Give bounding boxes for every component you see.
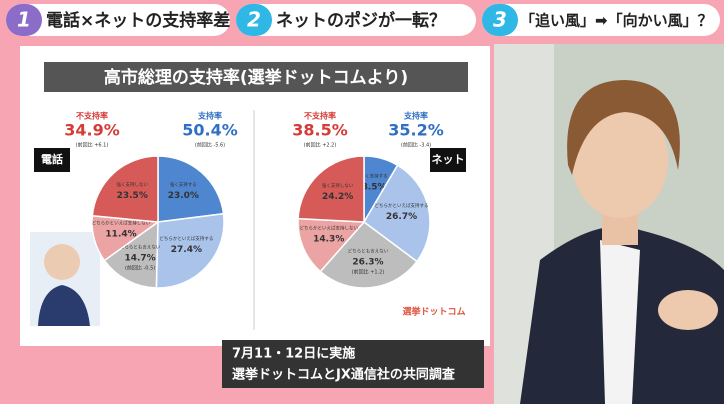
slice-value: 26.7% [386, 212, 417, 222]
pie-slice [297, 217, 366, 273]
slice-value: 26.3% [352, 258, 383, 268]
slice-value: 23.0% [168, 191, 199, 201]
header-number: 3 [493, 8, 507, 32]
slice-value: 14.7% [124, 253, 155, 263]
slice-category: 強く支持する [361, 173, 388, 180]
slice-category: どちらかといえば支持しない [92, 219, 151, 226]
caption-line: 選挙ドットコムとJX通信社の共同調査 [232, 367, 456, 383]
caption-line: 7月11・12日に実施 [232, 346, 355, 362]
slide-title: 高市総理の支持率(選挙ドットコムより) [104, 67, 408, 88]
person-hair [567, 80, 680, 175]
badge-bg [34, 148, 70, 172]
header-number: 2 [247, 8, 261, 32]
support-change: (前回比 -3.4) [401, 142, 431, 149]
badge: 電話 [41, 152, 63, 166]
pie-slice [155, 212, 225, 289]
header-label: 電話×ネットの支持率差 [46, 10, 230, 31]
pie-slice [297, 155, 365, 223]
header-number-bg [6, 4, 42, 36]
disapprove-value: 38.5% [292, 121, 348, 140]
slice-value: 27.4% [171, 245, 202, 255]
slice-value: 14.3% [313, 234, 344, 244]
support-change: (前回比 -5.6) [195, 142, 225, 149]
header-pill [482, 4, 720, 36]
slice-category: どちらとも言えない [348, 248, 389, 255]
slice-category: 強く支持しない [116, 181, 148, 188]
portrait-face [44, 244, 80, 280]
header-label: ネットのポジが一転？ [276, 10, 446, 31]
header-number-bg [482, 4, 518, 36]
slice-value: 11.4% [105, 229, 136, 239]
slice-category: どちらかといえば支持する [375, 202, 429, 209]
person-hand [658, 290, 718, 330]
person-face [572, 102, 668, 218]
pie-slice [319, 220, 418, 289]
slice-category: どちらとも言えない [120, 243, 161, 250]
support-value: 50.4% [182, 121, 238, 140]
support-label: 支持率 [197, 111, 222, 121]
header-label: 「追い風」➡「向かい風」？ [520, 12, 713, 30]
slide-title-bar [44, 62, 468, 92]
disapprove-change: (前回比 +2.2) [304, 142, 337, 149]
header-number-bg [236, 4, 272, 36]
badge: ネット [432, 153, 465, 166]
slice-category: 強く支持しない [322, 182, 354, 189]
badge-bg [430, 148, 466, 172]
slice-value: 8.5% [362, 183, 387, 193]
slice-value: 24.2% [322, 192, 353, 202]
caption-box [222, 340, 484, 388]
disapprove-value: 34.9% [64, 121, 120, 140]
pie-slice [363, 164, 431, 263]
pie-slice [91, 155, 159, 223]
disapprove-change: (前回比 +6.1) [76, 142, 109, 149]
disapprove-label: 不支持率 [304, 111, 336, 121]
header-pill [6, 4, 230, 36]
slide-logo: 選挙ドットコム [402, 306, 465, 318]
support-value: 35.2% [388, 121, 444, 140]
person-shirt [600, 240, 640, 404]
pie-slice [103, 220, 159, 289]
header-pill [236, 4, 476, 36]
slice-value: 23.5% [117, 191, 148, 201]
header-number: 1 [17, 8, 31, 32]
slice-change: (前回比 +1.2) [352, 269, 385, 276]
pie-slice [157, 155, 225, 223]
slice-category: 強く支持する [170, 181, 197, 188]
slice-change: (前回比 -0.5) [125, 264, 155, 271]
disapprove-label: 不支持率 [76, 111, 108, 121]
portrait-suit [38, 285, 90, 326]
support-label: 支持率 [403, 111, 428, 121]
slice-category: どちらかといえば支持する [159, 235, 213, 242]
slice-category: どちらかといえば支持しない [299, 224, 358, 231]
